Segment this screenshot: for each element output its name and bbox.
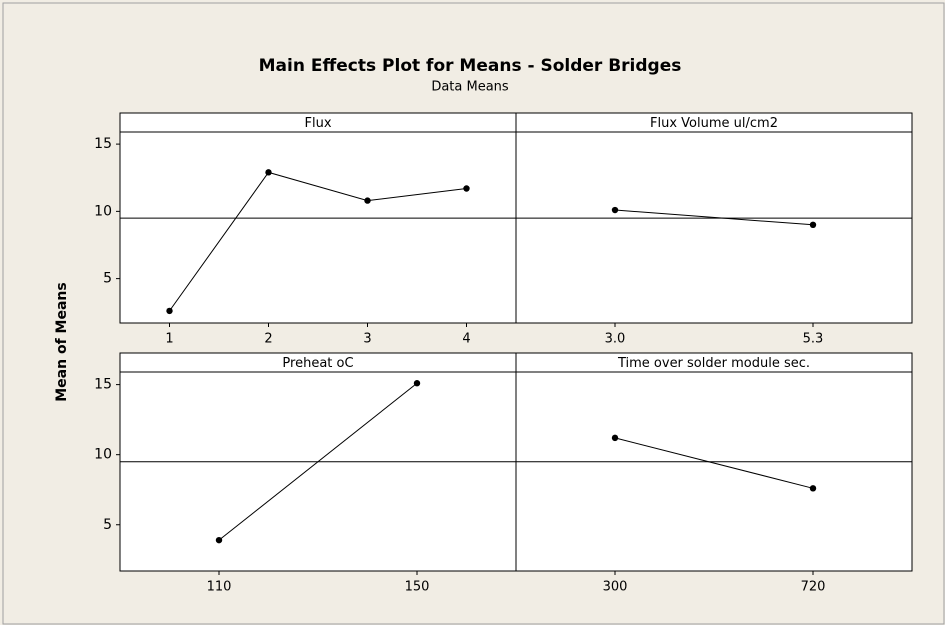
chart-title: Main Effects Plot for Means - Solder Bri… (259, 56, 682, 76)
data-point (265, 169, 272, 176)
x-tick-label: 2 (264, 332, 272, 347)
data-point (463, 185, 470, 192)
x-tick-label: 300 (603, 580, 628, 595)
data-point (413, 380, 421, 387)
y-tick-label: 15 (94, 136, 112, 152)
x-tick-label: 4 (462, 332, 470, 347)
data-point (809, 485, 817, 492)
x-tick-label: 720 (801, 580, 826, 595)
data-point (611, 206, 619, 214)
data-point (611, 434, 619, 442)
data-line (218, 382, 418, 541)
x-tick-label: 3 (363, 332, 371, 347)
data-point (166, 307, 173, 315)
x-tick-label: 150 (405, 580, 430, 595)
chart-subtitle: Data Means (431, 80, 509, 95)
data-point (809, 221, 817, 229)
data-line (169, 171, 467, 312)
data-point (215, 536, 223, 544)
y-tick-label: 10 (94, 203, 112, 219)
y-tick-label: 10 (94, 447, 112, 463)
x-tick-label: 5.3 (803, 332, 824, 347)
data-point (364, 197, 371, 204)
panel-title: Time over solder module sec. (617, 356, 810, 371)
x-tick-label: 110 (207, 580, 232, 595)
y-tick-label: 15 (94, 377, 112, 393)
panel-title: Flux Volume ul/cm2 (650, 116, 778, 131)
y-tick-label: 5 (103, 271, 112, 287)
x-tick-label: 1 (165, 332, 173, 347)
x-tick-label: 3.0 (605, 332, 626, 347)
y-tick-label: 5 (103, 517, 112, 533)
panel-title: Flux (304, 116, 331, 131)
y-axis-label: Mean of Means (54, 282, 70, 401)
panel-title: Preheat oC (282, 356, 353, 371)
data-line (614, 209, 814, 226)
data-line (614, 437, 814, 489)
